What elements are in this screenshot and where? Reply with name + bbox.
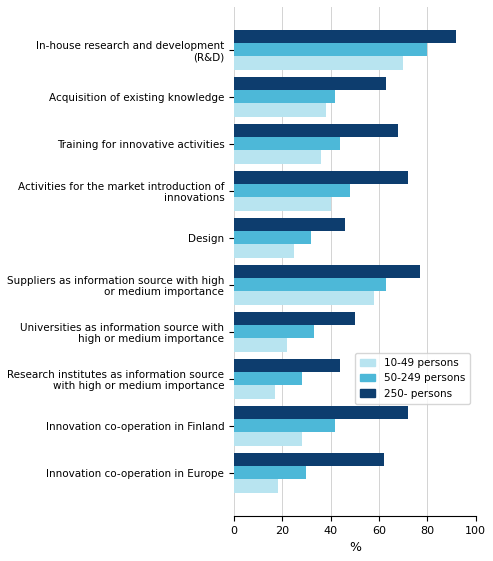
Bar [234, 43, 427, 57]
Bar [234, 419, 335, 433]
Bar [234, 231, 311, 245]
Bar [234, 433, 302, 445]
Bar [234, 312, 355, 325]
Bar [234, 103, 326, 117]
Bar [234, 406, 408, 419]
Bar [234, 292, 374, 305]
Bar [234, 480, 278, 493]
Bar [234, 453, 384, 466]
Bar [234, 137, 340, 150]
Bar [234, 77, 386, 90]
Bar [234, 278, 386, 292]
Bar [234, 184, 350, 197]
X-axis label: %: % [349, 541, 361, 554]
Bar [234, 171, 408, 184]
Bar [234, 265, 420, 278]
Bar [234, 124, 398, 137]
Bar [234, 57, 403, 70]
Bar [234, 90, 335, 103]
Bar [234, 245, 294, 257]
Bar [234, 325, 314, 338]
Bar [234, 373, 302, 385]
Bar [234, 466, 307, 480]
Bar [234, 30, 456, 43]
Bar [234, 359, 340, 373]
Bar [234, 218, 345, 231]
Bar [234, 385, 275, 399]
Legend: 10-49 persons, 50-249 persons, 250- persons: 10-49 persons, 50-249 persons, 250- pers… [354, 353, 470, 404]
Bar [234, 197, 331, 210]
Bar [234, 338, 287, 352]
Bar [234, 150, 321, 164]
